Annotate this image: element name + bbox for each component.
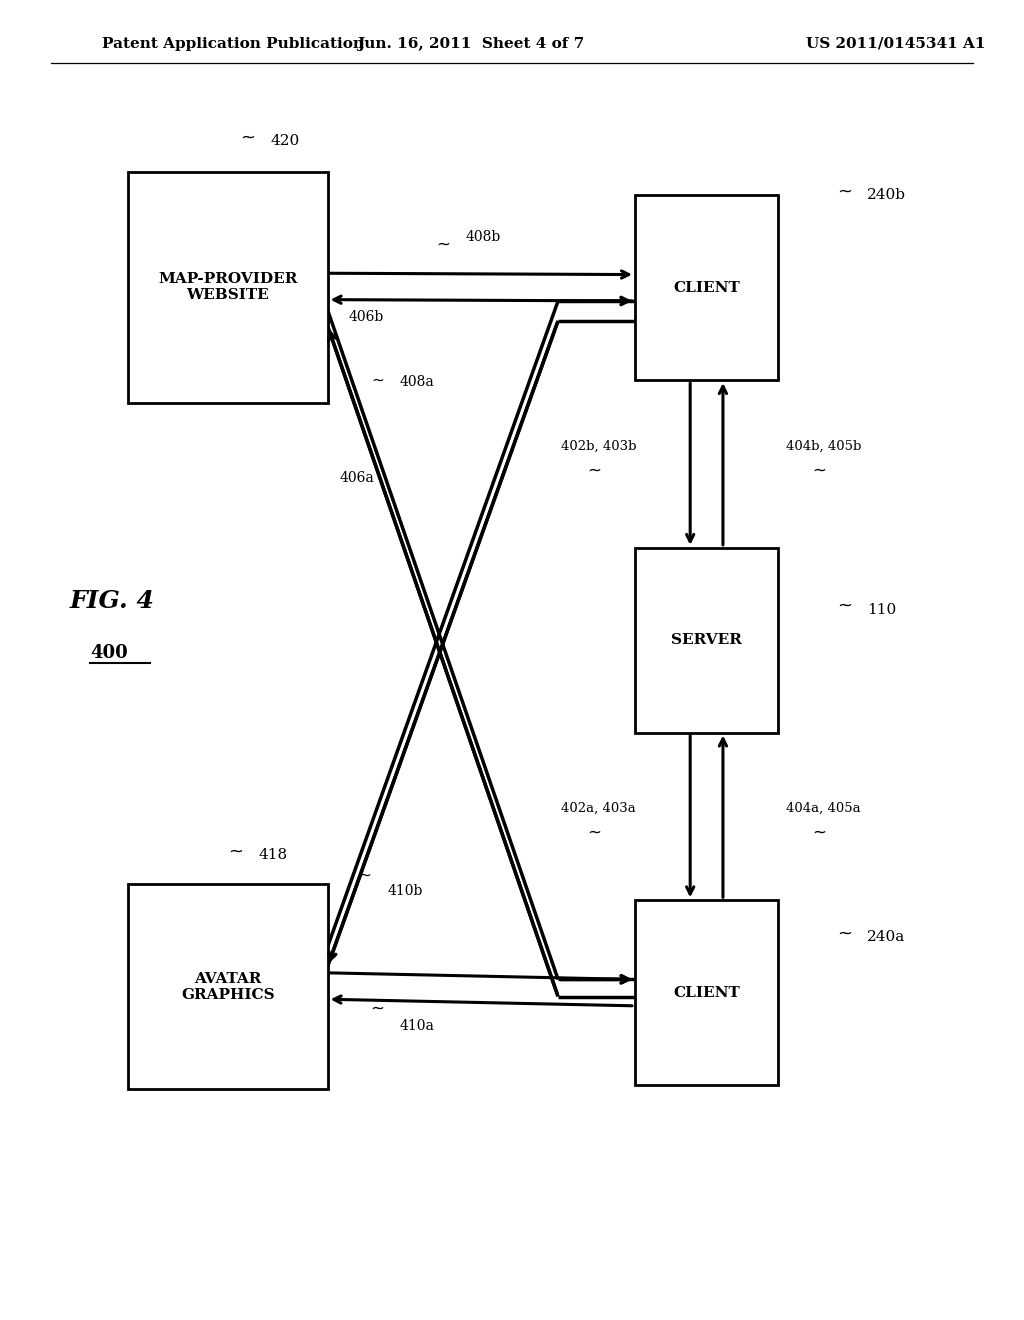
Text: 410b: 410b — [387, 884, 423, 899]
Text: ~: ~ — [812, 462, 826, 480]
Text: ~: ~ — [372, 372, 384, 388]
Text: ~: ~ — [838, 924, 852, 942]
Text: SERVER: SERVER — [671, 634, 742, 647]
Text: FIG. 4: FIG. 4 — [70, 589, 155, 612]
Text: 404b, 405b: 404b, 405b — [786, 440, 862, 453]
Text: CLIENT: CLIENT — [673, 986, 740, 999]
FancyBboxPatch shape — [635, 195, 778, 380]
Text: 240a: 240a — [867, 931, 905, 944]
Text: 420: 420 — [270, 135, 300, 148]
FancyBboxPatch shape — [128, 172, 328, 403]
Text: 400: 400 — [90, 644, 128, 663]
Text: ~: ~ — [436, 235, 451, 253]
Text: ~: ~ — [838, 597, 852, 615]
Text: ~: ~ — [228, 842, 243, 861]
Text: ~: ~ — [358, 867, 371, 883]
FancyBboxPatch shape — [635, 548, 778, 733]
Text: Jun. 16, 2011  Sheet 4 of 7: Jun. 16, 2011 Sheet 4 of 7 — [357, 37, 585, 50]
Text: Patent Application Publication: Patent Application Publication — [102, 37, 365, 50]
Text: 408b: 408b — [466, 230, 501, 244]
Text: 418: 418 — [258, 849, 287, 862]
Text: MAP-PROVIDER
WEBSITE: MAP-PROVIDER WEBSITE — [158, 272, 298, 302]
Text: 410a: 410a — [399, 1019, 434, 1034]
Text: 240b: 240b — [867, 189, 906, 202]
Text: 402b, 403b: 402b, 403b — [561, 440, 637, 453]
Text: ~: ~ — [370, 999, 384, 1018]
Text: 404a, 405a: 404a, 405a — [786, 801, 861, 814]
Text: ~: ~ — [587, 462, 601, 480]
Text: 402a, 403a: 402a, 403a — [561, 801, 636, 814]
Text: ~: ~ — [812, 824, 826, 842]
Text: CLIENT: CLIENT — [673, 281, 740, 294]
Text: 408a: 408a — [399, 375, 434, 389]
Text: 110: 110 — [867, 603, 897, 616]
Text: 406b: 406b — [348, 310, 383, 323]
Text: AVATAR
GRAPHICS: AVATAR GRAPHICS — [181, 972, 274, 1002]
Text: ~: ~ — [587, 824, 601, 842]
FancyBboxPatch shape — [635, 900, 778, 1085]
Text: ~: ~ — [838, 182, 852, 201]
Text: US 2011/0145341 A1: US 2011/0145341 A1 — [806, 37, 986, 50]
Text: 406a: 406a — [340, 471, 375, 484]
Text: ~: ~ — [241, 128, 255, 147]
FancyBboxPatch shape — [128, 884, 328, 1089]
